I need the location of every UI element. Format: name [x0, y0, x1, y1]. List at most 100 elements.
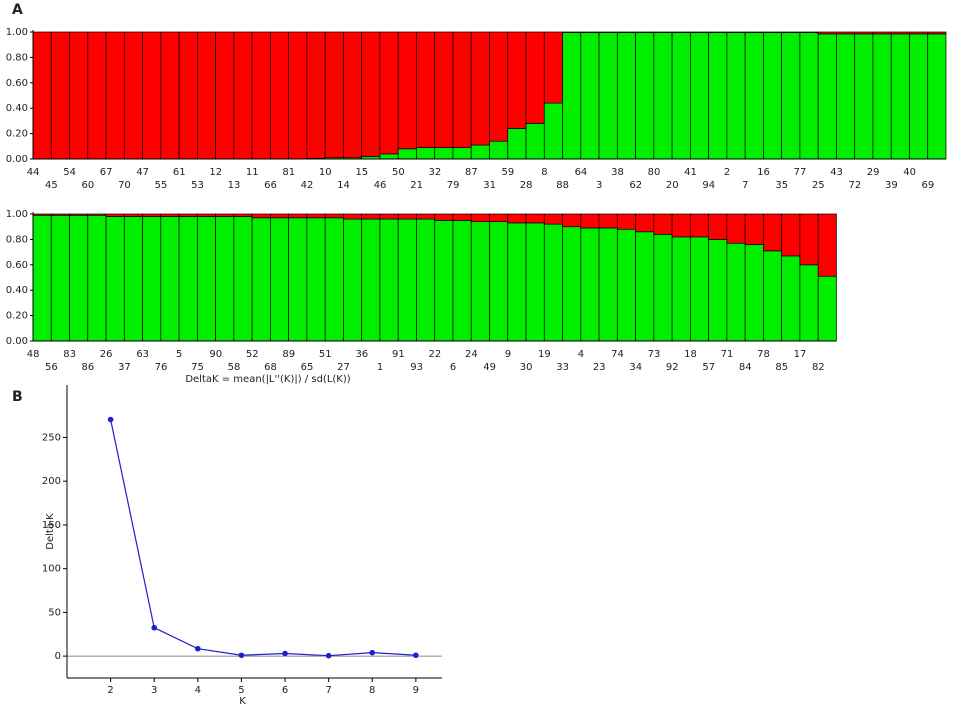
- bar-segment: [397, 31, 417, 150]
- chart-title: DeltaK = mean(|L''(K)|) / sd(L(K)): [185, 374, 350, 385]
- bar-segment: [361, 31, 381, 157]
- bar-segment: [562, 226, 582, 342]
- x-tick-label: 4: [578, 349, 584, 360]
- bar-segment: [470, 144, 490, 160]
- bar-segment: [708, 239, 728, 342]
- bar-segment: [50, 214, 70, 342]
- x-tick-label: 35: [775, 180, 788, 191]
- x-tick-label: 79: [447, 180, 460, 191]
- bar-segment: [361, 218, 381, 342]
- bar-segment: [890, 31, 910, 35]
- bar-segment: [397, 218, 417, 342]
- x-tick-label: 36: [355, 349, 368, 360]
- bar-segment: [50, 213, 70, 216]
- x-tick-label: 60: [82, 180, 95, 191]
- bar-segment: [580, 32, 600, 160]
- bar-segment: [324, 213, 344, 219]
- x-tick-label: 18: [684, 349, 697, 360]
- bar-segment: [836, 31, 856, 35]
- x-tick-label: 7: [742, 180, 748, 191]
- bar-segment: [452, 31, 472, 148]
- x-tick-label: 58: [228, 362, 241, 373]
- bar-segment: [763, 213, 783, 252]
- bar-segment: [470, 221, 490, 342]
- x-tick-label: 27: [337, 362, 350, 373]
- bar-segment: [817, 31, 837, 35]
- x-tick-label: 55: [155, 180, 168, 191]
- x-tick-label: 91: [392, 349, 405, 360]
- bar-segment: [616, 32, 636, 160]
- bar-segment: [123, 213, 143, 217]
- bar-segment: [215, 31, 235, 160]
- x-tick-label: 5: [176, 349, 182, 360]
- bar-segment: [763, 250, 783, 342]
- x-tick-label: 59: [502, 167, 515, 178]
- x-tick-label: 47: [136, 167, 149, 178]
- x-tick-label: 48: [27, 349, 40, 360]
- bar-segment: [744, 244, 764, 342]
- x-tick-label: 69: [922, 180, 935, 191]
- bar-segment: [726, 242, 746, 342]
- bar-segment: [123, 216, 143, 342]
- x-tick-label: 41: [684, 167, 697, 178]
- bar-segment: [233, 31, 253, 160]
- bar-segment: [32, 214, 52, 342]
- bar-segment: [927, 33, 947, 160]
- bar-segment: [927, 31, 947, 35]
- bar-segment: [178, 213, 198, 217]
- y-tick-label: 0.40: [6, 285, 28, 296]
- x-tick-label: 56: [45, 362, 58, 373]
- bar-segment: [306, 31, 326, 159]
- x-tick-label: 8: [541, 167, 547, 178]
- x-tick-label: 87: [465, 167, 478, 178]
- bar-segment: [270, 217, 289, 342]
- x-tick-label: 39: [885, 180, 898, 191]
- bar-segment: [489, 221, 509, 342]
- bar-segment: [909, 31, 929, 35]
- x-tick-label: 17: [794, 349, 807, 360]
- bar-segment: [909, 33, 929, 160]
- bar-segment: [105, 216, 125, 342]
- x-tick-label: 12: [209, 167, 222, 178]
- y-tick-label: 150: [42, 520, 61, 531]
- bar-segment: [343, 31, 363, 159]
- bar-segment: [142, 216, 162, 342]
- bar-segment: [32, 31, 52, 160]
- x-tick-label: 22: [428, 349, 441, 360]
- bar-segment: [489, 31, 509, 142]
- x-tick-label: 3: [596, 180, 602, 191]
- bar-segment: [525, 213, 545, 224]
- x-tick-label: 1: [377, 362, 383, 373]
- bar-segment: [361, 213, 381, 220]
- bar-segment: [160, 31, 180, 160]
- x-tick-label: 70: [118, 180, 131, 191]
- bar-segment: [87, 214, 107, 342]
- bar-segment: [525, 222, 545, 342]
- x-tick-label: 74: [611, 349, 624, 360]
- bar-segment: [580, 31, 600, 33]
- bar-segment: [872, 33, 892, 160]
- bar-segment: [543, 223, 563, 342]
- bar-segment: [142, 213, 162, 217]
- x-tick-label: 62: [629, 180, 642, 191]
- x-tick-label: 9: [413, 685, 419, 696]
- bar-segment: [50, 31, 70, 160]
- bar-segment: [434, 31, 454, 148]
- bar-segment: [726, 31, 746, 33]
- bar-segment: [653, 31, 673, 33]
- bar-segment: [105, 31, 125, 160]
- x-tick-label: 4: [195, 685, 201, 696]
- y-tick-label: 200: [42, 476, 61, 487]
- bar-segment: [580, 213, 600, 229]
- x-tick-label: 54: [63, 167, 76, 178]
- bar-segment: [543, 31, 563, 104]
- x-tick-label: 82: [812, 362, 825, 373]
- x-tick-label: 24: [465, 349, 478, 360]
- bar-segment: [87, 31, 107, 160]
- y-axis-label: Delta K: [45, 513, 56, 550]
- x-tick-label: 88: [556, 180, 569, 191]
- bar-segment: [324, 31, 344, 159]
- x-tick-label: 6: [282, 685, 288, 696]
- bar-segment: [635, 231, 655, 342]
- x-tick-label: 43: [830, 167, 843, 178]
